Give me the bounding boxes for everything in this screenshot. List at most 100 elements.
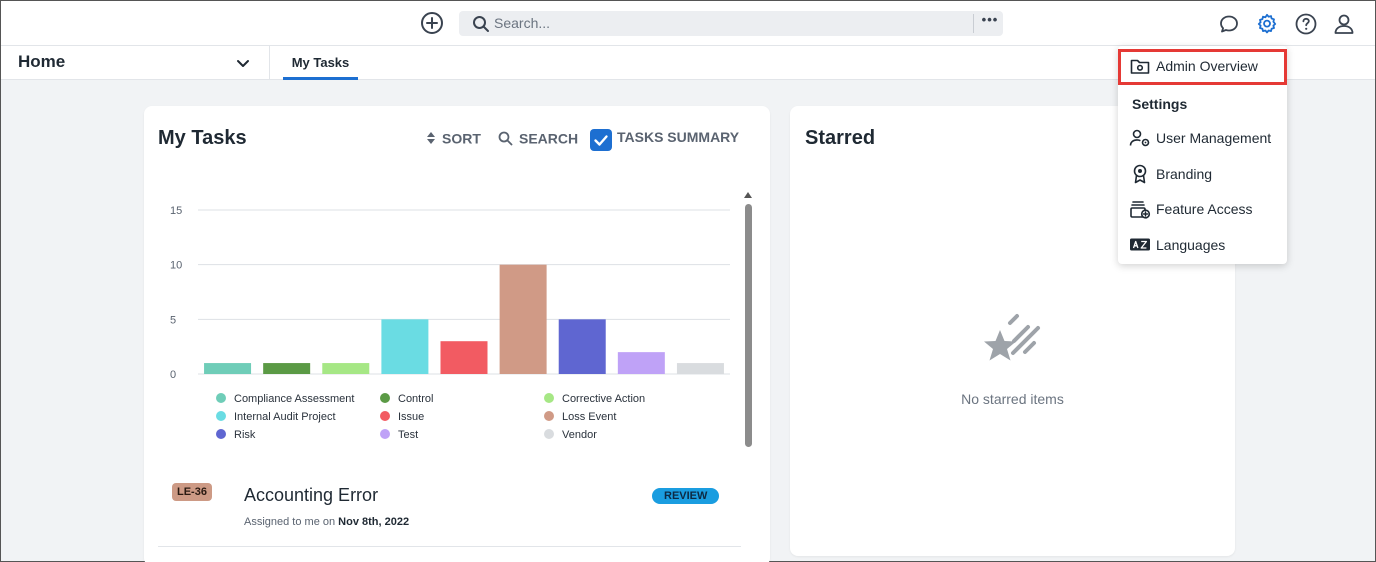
legend-label: Loss Event: [562, 411, 617, 423]
legend-swatch: [380, 411, 390, 421]
folder-gear-icon: [1130, 59, 1150, 74]
gear-icon[interactable]: [1255, 12, 1279, 36]
add-icon[interactable]: [420, 11, 444, 35]
search-bar[interactable]: Search... •••: [459, 11, 1003, 36]
legend-item[interactable]: Compliance Assessment: [216, 393, 354, 405]
legend-swatch: [216, 429, 226, 439]
legend-swatch: [216, 393, 226, 403]
bar[interactable]: [499, 264, 547, 374]
legend-item[interactable]: Risk: [216, 429, 255, 441]
chat-icon[interactable]: [1217, 12, 1241, 36]
help-icon[interactable]: [1294, 12, 1318, 36]
scrollbar-thumb[interactable]: [745, 204, 752, 447]
feature-access-icon: [1130, 201, 1151, 219]
user-icon[interactable]: [1332, 12, 1356, 36]
legend-swatch: [544, 393, 554, 403]
empty-state-text: No starred items: [961, 391, 1064, 407]
legend-label: Control: [398, 393, 434, 405]
bar[interactable]: [263, 363, 311, 374]
legend-label: Issue: [398, 411, 425, 423]
legend-swatch: [380, 429, 390, 439]
top-bar: Search... •••: [1, 1, 1375, 46]
menu-section-settings: Settings: [1132, 96, 1188, 112]
user-gear-icon: [1129, 129, 1150, 147]
sort-label: SORT: [442, 130, 481, 147]
task-assigned: Assigned to me on Nov 8th, 2022: [244, 516, 409, 528]
search-icon: [473, 16, 489, 32]
scroll-up-arrow[interactable]: [744, 192, 752, 198]
menu-item-label: Feature Access: [1156, 201, 1253, 217]
task-id-badge: LE-36: [172, 483, 212, 501]
tasks-summary-label[interactable]: TASKS SUMMARY: [617, 129, 740, 145]
y-tick-label: 15: [170, 205, 182, 217]
legend-item[interactable]: Corrective Action: [544, 393, 645, 405]
chevron-down-icon: [237, 60, 249, 67]
menu-item-label: User Management: [1156, 130, 1272, 146]
legend-label: Internal Audit Project: [234, 411, 336, 423]
home-label: Home: [18, 52, 66, 71]
bar[interactable]: [204, 363, 252, 374]
menu-item-label: Admin Overview: [1156, 58, 1258, 74]
menu-item-label: Languages: [1156, 237, 1226, 253]
search-input[interactable]: Search...: [494, 15, 551, 31]
legend-swatch: [380, 393, 390, 403]
bar[interactable]: [558, 319, 606, 374]
menu-item-admin-overview[interactable]: Admin Overview: [1118, 51, 1287, 81]
legend-item[interactable]: Vendor: [544, 429, 597, 441]
legend-label: Risk: [234, 429, 256, 441]
legend-item[interactable]: Issue: [380, 411, 424, 423]
card-title: Starred: [805, 127, 876, 149]
bar[interactable]: [322, 363, 370, 374]
bar[interactable]: [676, 363, 724, 374]
menu-item-user-management[interactable]: User Management: [1118, 123, 1287, 153]
legend-swatch: [216, 411, 226, 421]
bar-chart: 0 5 10 15: [170, 205, 730, 381]
legend-swatch: [544, 429, 554, 439]
task-assigned-date: Nov 8th, 2022: [338, 516, 410, 528]
badge-icon: [1133, 164, 1147, 184]
tab-label: My Tasks: [291, 55, 350, 70]
admin-overview-highlight: [1118, 49, 1287, 85]
task-assigned-prefix: Assigned to me on: [244, 516, 339, 528]
search-divider: [973, 14, 974, 33]
search-more-button[interactable]: •••: [981, 12, 999, 27]
menu-item-branding[interactable]: Branding: [1118, 159, 1287, 189]
home-dropdown[interactable]: Home: [1, 46, 270, 79]
legend-item[interactable]: Test: [380, 429, 418, 441]
tasks-summary-checkbox[interactable]: [590, 129, 612, 151]
language-icon: [1130, 238, 1150, 251]
tasks-summary-chart: 0 5 10 15 Compliance Assessment Control Corre…: [156, 191, 741, 461]
legend-item[interactable]: Loss Event: [544, 411, 616, 423]
shooting-star-icon: [984, 314, 1040, 361]
legend-item[interactable]: Internal Audit Project: [216, 411, 336, 423]
my-tasks-card: My Tasks SORT SEARCH TASKS SUMMARY 0 5 10 1…: [144, 106, 770, 562]
bar[interactable]: [440, 341, 488, 374]
legend-label: Vendor: [562, 429, 597, 441]
checkmark-icon: [594, 135, 608, 146]
active-tab-indicator: [283, 77, 358, 80]
sort-icon: [427, 132, 435, 145]
bar[interactable]: [617, 352, 665, 374]
legend-label: Test: [398, 429, 419, 441]
y-tick-label: 5: [170, 314, 176, 326]
legend-swatch: [544, 411, 554, 421]
tab-my-tasks[interactable]: My Tasks: [283, 46, 358, 80]
menu-item-label: Branding: [1156, 166, 1213, 182]
task-divider: [158, 546, 741, 547]
search-tasks-button[interactable]: SEARCH: [498, 129, 578, 149]
legend-label: Compliance Assessment: [234, 393, 355, 405]
menu-item-languages[interactable]: Languages: [1118, 230, 1287, 260]
bar[interactable]: [381, 319, 429, 374]
search-icon: [498, 131, 513, 146]
search-label: SEARCH: [519, 130, 579, 147]
legend-item[interactable]: Control: [380, 393, 433, 405]
y-tick-label: 0: [170, 369, 176, 381]
sort-button[interactable]: SORT: [426, 129, 481, 149]
card-title: My Tasks: [158, 127, 247, 149]
task-title[interactable]: Accounting Error: [244, 485, 379, 505]
legend-label: Corrective Action: [562, 393, 646, 405]
task-status-badge: REVIEW: [652, 488, 720, 504]
menu-item-feature-access[interactable]: Feature Access: [1118, 194, 1287, 224]
task-item[interactable]: LE-36 Accounting Error REVIEW Assigned t…: [144, 466, 770, 562]
y-tick-label: 10: [170, 260, 182, 272]
